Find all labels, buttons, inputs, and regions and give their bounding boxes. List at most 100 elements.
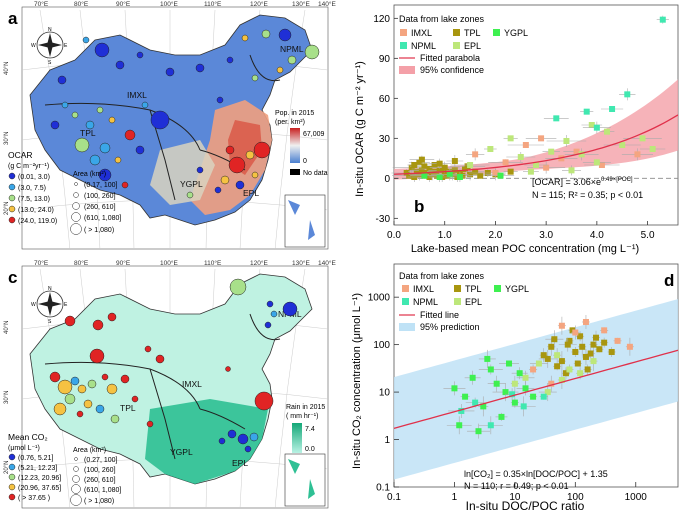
co2-class-2	[8, 473, 16, 481]
svg-text:(0.27, 100]: (0.27, 100]	[84, 457, 118, 464]
point-tpl-d	[566, 337, 573, 344]
point-tpl-b	[411, 162, 418, 168]
ocar-class-0	[8, 172, 16, 180]
point-tpl-d	[587, 350, 594, 357]
ocar-class-1	[8, 183, 16, 191]
point-tpl-b	[472, 168, 479, 175]
ytick-label-b: 60	[379, 94, 391, 105]
svg-text:140°E: 140°E	[318, 0, 336, 8]
point-epl-d	[535, 360, 542, 367]
svg-text:120°E: 120°E	[250, 259, 268, 267]
xtick-label-d: 1	[452, 492, 458, 503]
point-epl-d	[558, 376, 565, 383]
inset-islands-c	[288, 459, 315, 499]
co2-class-0	[8, 453, 16, 461]
xtick-label-b: 2.0	[488, 230, 502, 241]
legend-b: Data from lake zones IMXL TPL YGPL NPML …	[399, 14, 528, 75]
confidence-band-b	[394, 79, 678, 180]
co2-legend: (0.76, 5.21] (5.21, 12.23] (12.23, 20.96…	[8, 453, 61, 502]
svg-text:NPML: NPML	[280, 44, 304, 54]
point-tpl-d	[572, 348, 579, 355]
point-tpl-d	[574, 360, 581, 367]
legend-band-swatch-b	[399, 66, 415, 74]
point-epl-b	[619, 142, 626, 148]
rain-min: 0.0	[305, 446, 315, 453]
xtick-label-d: 1000	[625, 492, 648, 503]
ocar-legend-title: OCAR	[8, 150, 33, 160]
point-tpl-b	[431, 162, 438, 168]
plot-area-b: 0.0 1.0 2.0 3.0 4.0 5.0 -30 0 30 60 90 120	[373, 4, 679, 241]
svg-text:YGPL: YGPL	[170, 447, 193, 457]
equation-d: ln[CO₂] = 0.35×ln[DOC/POC] + 1.35	[464, 469, 608, 479]
inset-islands	[288, 200, 315, 240]
xtick-label-b: 4.0	[590, 230, 604, 241]
pop-min: 0	[303, 158, 307, 165]
svg-text:(0.17, 100]: (0.17, 100]	[84, 182, 118, 189]
point-tpl-d	[596, 346, 603, 353]
lat-ticks-a: 40°N 30°N 20°N	[4, 62, 10, 215]
svg-text:W: W	[31, 43, 36, 49]
ocar-legend-unit: (g C m⁻²yr⁻¹)	[8, 163, 49, 170]
point-tpl-d	[590, 341, 597, 348]
area-legend-title-c: Area (km²)	[73, 447, 106, 454]
point-epl-d	[566, 366, 573, 373]
svg-text:TPL: TPL	[120, 403, 136, 413]
point-tpl-d	[601, 339, 608, 346]
ytick-label-d: 10	[379, 388, 391, 399]
compass-icon: N S W E	[31, 27, 68, 66]
point-tpl-b	[418, 167, 425, 174]
legend-swatch-tpl-b	[453, 29, 460, 36]
point-epl-b	[568, 167, 575, 174]
svg-text:( > 37.65 ): ( > 37.65 )	[18, 495, 50, 502]
svg-text:30°N: 30°N	[4, 391, 10, 404]
point-tpl-b	[441, 164, 448, 171]
svg-text:70°E: 70°E	[34, 0, 49, 8]
svg-text:E: E	[64, 43, 68, 49]
rain-colorbar	[292, 423, 302, 453]
svg-text:(5.21, 12.23]: (5.21, 12.23]	[18, 465, 57, 472]
point-ygpl-d	[506, 360, 513, 367]
no-data-swatch	[290, 169, 300, 175]
point-ygpl-b	[436, 174, 443, 180]
point-ygpl-d	[511, 399, 518, 406]
svg-text:W: W	[31, 302, 36, 308]
rain-unit: ( mm hr⁻¹)	[286, 413, 318, 420]
svg-text:100°E: 100°E	[160, 259, 178, 267]
ytick-label-b: 30	[379, 134, 391, 145]
legend-swatch-ygpl-b	[493, 29, 500, 36]
point-tpl-d	[548, 343, 555, 350]
point-npml-d	[540, 393, 547, 400]
point-npml-d	[472, 399, 479, 406]
point-ygpl-d	[480, 403, 487, 410]
legend-band-b: 95% confidence	[420, 65, 484, 75]
xtick-label-b: 1.0	[438, 230, 452, 241]
legend-fit-b: Fitted parabola	[420, 53, 480, 63]
point-ygpl-d	[484, 355, 491, 362]
point-ygpl-d	[493, 380, 500, 387]
point-ygpl-d	[522, 385, 529, 392]
point-npml-b	[659, 16, 666, 23]
point-epl-b	[588, 122, 595, 128]
point-epl-d	[544, 389, 551, 396]
point-ygpl-d	[487, 366, 494, 373]
svg-text:20°N: 20°N	[4, 461, 10, 474]
svg-text:(610, 1,080]: (610, 1,080]	[84, 487, 121, 494]
equation-b: [OCAR] = 3.06×e0.49×[POC]	[532, 177, 633, 187]
point-imxl-b	[502, 159, 509, 166]
legend-swatch-imxl-b	[400, 29, 407, 36]
legend-band-d: 95% prediction	[420, 322, 480, 332]
ytick-label-b: 0	[384, 174, 390, 185]
point-tpl-d	[551, 336, 558, 343]
svg-text:( > 1,080): ( > 1,080)	[84, 498, 114, 505]
co2-legend-title: Mean CO₂	[8, 432, 48, 442]
point-npml-b	[609, 106, 616, 112]
point-tpl-b	[418, 156, 425, 163]
lat-ticks-c: 40°N 30°N 20°N	[4, 321, 10, 474]
point-ygpl-d	[462, 393, 469, 400]
svg-text:( > 1,080): ( > 1,080)	[84, 227, 114, 234]
point-epl-d	[554, 352, 561, 359]
point-tpl-d	[608, 348, 615, 355]
svg-text:(20.96, 37.65]: (20.96, 37.65]	[18, 485, 61, 492]
svg-text:(3.0, 7.5): (3.0, 7.5)	[18, 185, 46, 192]
plot-frame-b	[393, 4, 679, 226]
